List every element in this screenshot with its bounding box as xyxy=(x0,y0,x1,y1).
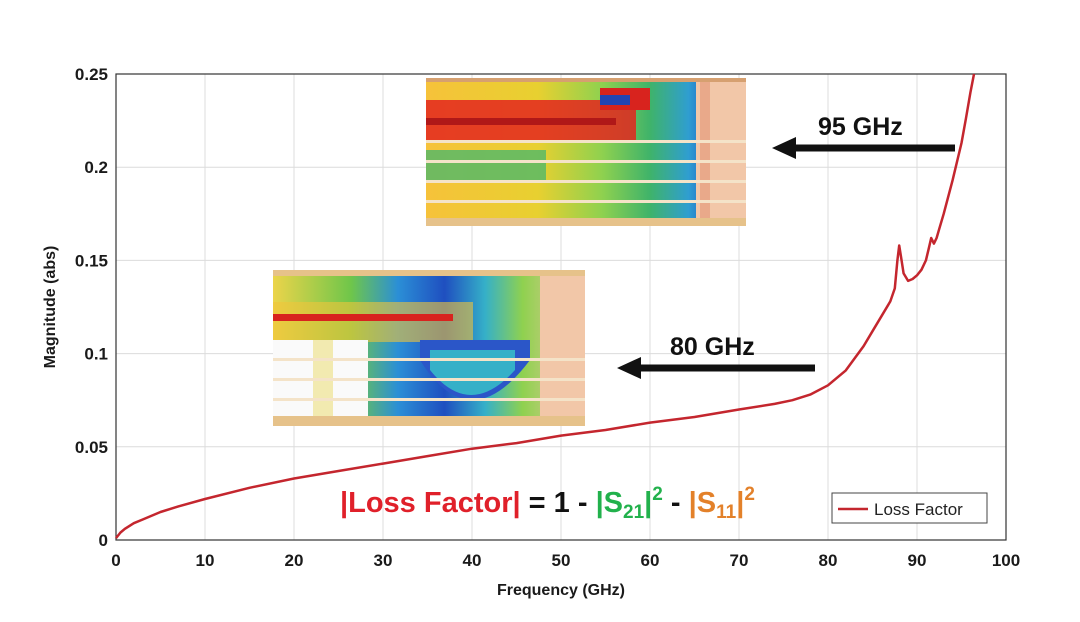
formula-s11-sub: 11 xyxy=(716,502,737,523)
annotation-80ghz: 80 GHz xyxy=(670,333,755,361)
y-tick-label: 0.2 xyxy=(84,158,108,177)
formula-s21-sub: 21 xyxy=(623,502,645,523)
x-tick-label: 20 xyxy=(285,551,304,570)
y-tick-label: 0 xyxy=(99,531,108,550)
axis-ticks: 0 10 20 30 40 50 60 70 80 90 100 0 0.05 0.1 0.15 0.2 0.2… xyxy=(75,65,1020,570)
x-tick-label: 90 xyxy=(908,551,927,570)
formula-s21-sup: 2 xyxy=(652,484,663,505)
x-tick-label: 70 xyxy=(730,551,749,570)
annotation-95ghz: 95 GHz xyxy=(818,113,903,141)
x-tick-label: 40 xyxy=(463,551,482,570)
x-tick-label: 100 xyxy=(992,551,1020,570)
x-tick-label: 30 xyxy=(374,551,393,570)
formula-s21-end: | xyxy=(644,487,652,519)
plot-frame xyxy=(115,73,1007,541)
y-tick-label: 0.1 xyxy=(84,345,108,364)
x-tick-label: 60 xyxy=(641,551,660,570)
y-tick-label: 0.25 xyxy=(75,65,108,84)
x-tick-label: 80 xyxy=(819,551,838,570)
arrow-95ghz: 95 GHz xyxy=(772,113,955,159)
formula-lhs: |Loss Factor| xyxy=(340,487,521,519)
formula-eq: = 1 - xyxy=(521,487,596,519)
formula-s21: |S xyxy=(596,487,623,519)
field-plot-95ghz xyxy=(426,78,746,226)
formula-s11: |S xyxy=(689,487,716,519)
series-line-loss-factor xyxy=(115,73,976,539)
y-tick-label: 0.05 xyxy=(75,438,108,457)
x-tick-label: 10 xyxy=(196,551,215,570)
x-axis-label: Frequency (GHz) xyxy=(497,582,625,599)
x-tick-label: 50 xyxy=(552,551,571,570)
y-tick-label: 0.15 xyxy=(75,251,108,270)
formula-s11-sup: 2 xyxy=(744,484,755,505)
legend-label: Loss Factor xyxy=(874,500,963,519)
x-tick-label: 0 xyxy=(111,551,120,570)
formula-minus: - xyxy=(663,487,689,519)
formula: |Loss Factor| = 1 - |S21|2 - |S11|2 xyxy=(340,484,755,523)
formula-s11-end: | xyxy=(736,487,744,519)
legend: Loss Factor xyxy=(831,492,988,524)
arrow-80ghz: 80 GHz xyxy=(617,333,815,379)
field-plot-80ghz xyxy=(273,270,585,426)
y-axis-label: Magnitude (abs) xyxy=(42,246,59,369)
